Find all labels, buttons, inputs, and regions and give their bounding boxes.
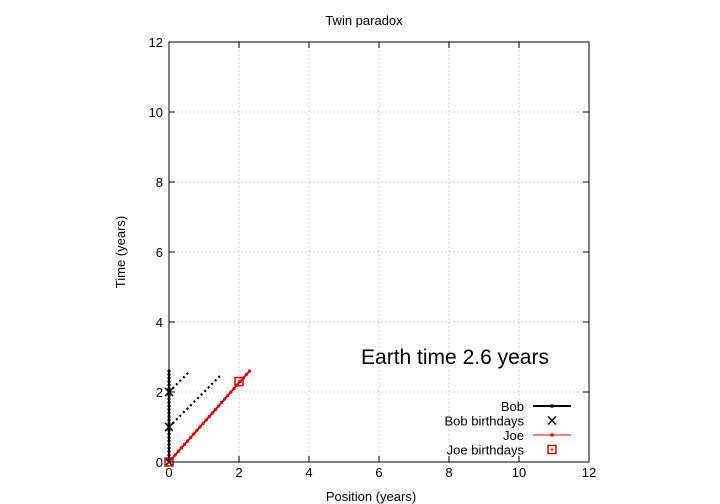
x-tick-label: 2 [235,465,242,480]
joe-worldline-point [229,390,233,394]
earth-time-annotation: Earth time 2.6 years [361,346,549,369]
joe-birthday-marker [234,376,244,387]
legend-x-sample [547,415,557,426]
joe-worldline-point [244,372,249,377]
y-tick-label: 2 [156,385,163,400]
y-tick-label: 4 [156,315,163,330]
y-axis-title: Time (years) [113,216,128,288]
joe-worldline-point [179,446,183,450]
joe-worldline-point [204,418,208,422]
joe-worldline-point [232,386,236,391]
square-marker-outer [547,444,557,455]
joe-worldline-point [192,432,196,436]
legend-label: Bob [501,399,524,414]
x-tick-label: 12 [582,465,596,480]
series-layer [164,369,252,467]
x-tick-label: 8 [445,465,452,480]
joe-worldline-point [182,442,187,447]
legend-item: Joe birthdays [447,443,557,458]
legend-item: Bob birthdays [445,414,557,429]
x-tick-label: 10 [512,465,526,480]
legend-label: Joe birthdays [447,443,525,458]
y-tick-label: 0 [156,455,163,470]
legend-square-sample [547,444,557,455]
legend-point-sample [550,433,554,437]
joe-worldline-point [185,439,190,443]
joe-worldline-point [198,425,202,429]
joe-worldline-point [226,393,230,398]
joe-worldline-point [189,435,193,440]
legend-item: Bob [501,399,571,414]
joe-worldline-point [213,407,218,412]
legend-point-sample [550,404,554,408]
y-tick-label: 8 [156,175,163,190]
square-marker-outer [234,376,244,387]
axis-ticks: 0 2 4 6 8 10 12 0 2 4 6 8 10 12 [149,35,597,480]
grid-lines [169,42,589,462]
x-marker-stroke [547,415,557,426]
x-tick-label: 0 [165,465,172,480]
square-marker-dot [238,380,240,383]
joe-worldline-point [207,414,211,419]
legend-item: Joe [503,428,571,443]
joe-worldline-point [176,449,180,454]
y-tick-label: 6 [156,245,163,260]
joe-worldline-point [220,400,224,405]
legend-label: Bob birthdays [445,414,525,429]
joe-worldline-point [216,404,221,408]
joe-worldline-point [173,453,177,457]
legend-label: Joe [503,428,524,443]
y-tick-label: 12 [149,35,163,50]
square-marker-dot [551,448,553,451]
joe-worldline-point [210,411,214,415]
x-tick-label: 6 [375,465,382,480]
joe-worldline-point [195,428,199,433]
joe-worldline-point [201,421,205,426]
joe-worldline-point [247,369,252,373]
y-tick-label: 10 [149,105,163,120]
x-tick-label: 4 [305,465,312,480]
chart-title: Twin paradox [325,13,403,28]
light-ray-line [168,373,223,428]
x-axis-title: Position (years) [326,489,416,504]
joe-worldline-point [223,397,227,401]
